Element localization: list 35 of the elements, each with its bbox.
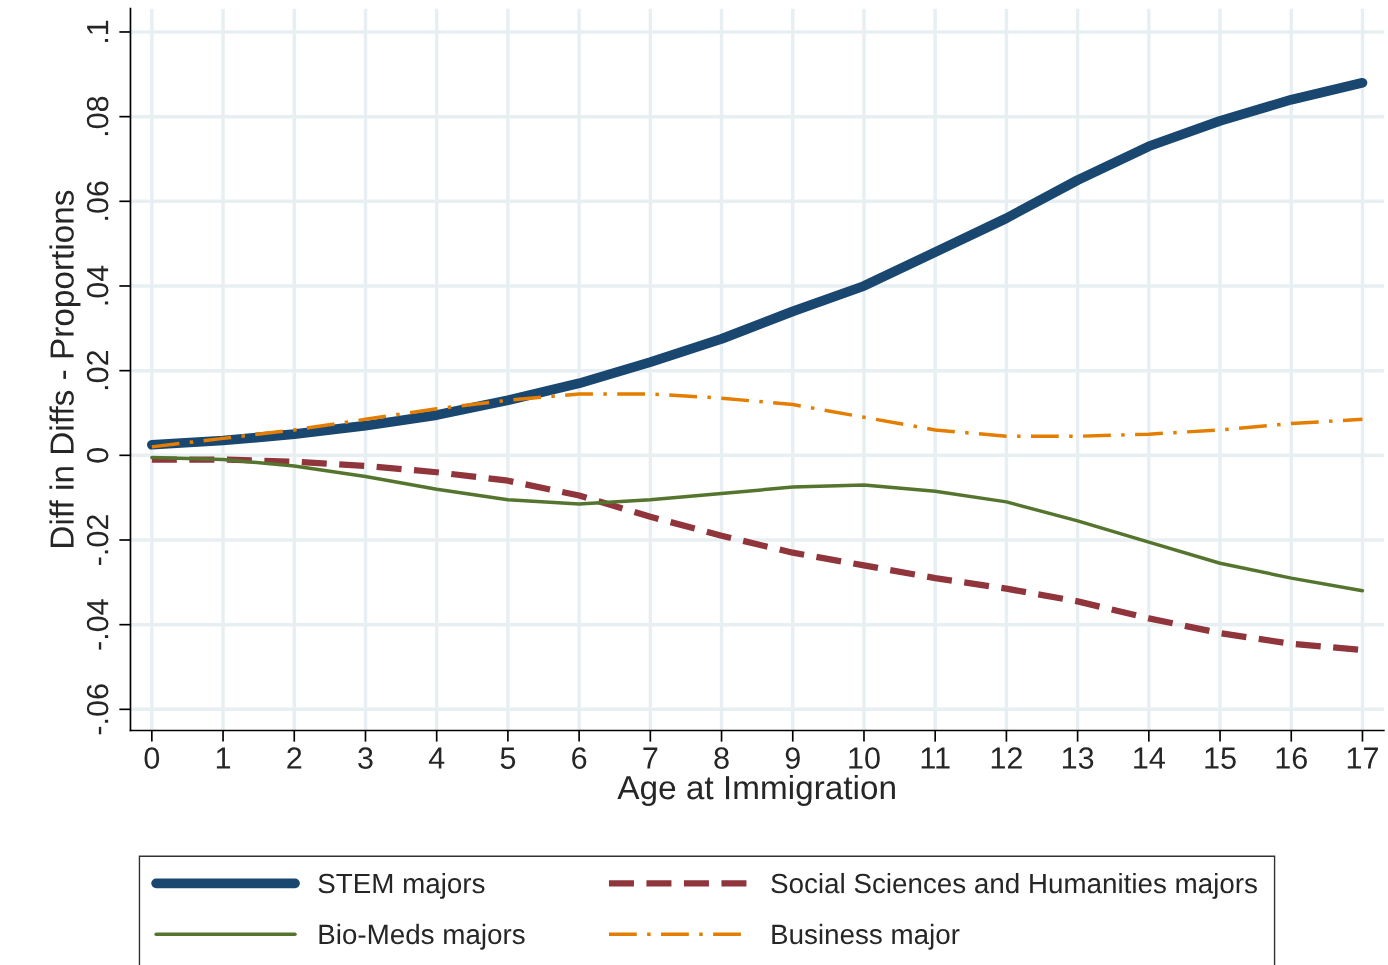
legend-label: Bio-Meds majors [319,923,525,950]
y-tick-label: .06 [86,181,109,220]
legend-label: Social Sciences and Humanities majors [771,872,1257,899]
y-tick-label: -.06 [86,684,109,735]
y-tick-label: .08 [86,96,109,136]
line-series [150,392,1365,449]
x-tick-label: 11 [921,747,950,769]
x-tick-label: 6 [572,747,587,769]
x-tick-label: 12 [991,747,1022,769]
x-tick-label: 7 [643,747,658,769]
x-axis-title: Age at Immigration [617,774,895,807]
x-tick-label: 14 [1134,747,1165,769]
legend-label: STEM majors [318,872,485,899]
x-tick-label: 9 [785,747,800,769]
x-tick-label: 17 [1347,747,1378,769]
x-tick-label: 13 [1062,747,1094,769]
x-tick-label: 16 [1276,747,1307,769]
y-tick-label: .1 [87,20,109,42]
y-tick-label: 0 [86,448,109,463]
line-series [150,455,1365,593]
x-tick-label: 0 [144,747,160,769]
x-tick-label: 15 [1205,747,1236,769]
x-tick-label: 3 [358,747,373,769]
y-tick-label: .02 [86,350,109,390]
x-tick-label: 2 [287,747,302,769]
y-axis-title: Diff in Diffs - Proportions [49,190,81,547]
y-tick-label: -.04 [86,599,109,650]
x-tick-label: 10 [849,747,880,769]
x-tick-label: 4 [428,747,445,769]
y-tick-label: -.02 [86,515,109,565]
y-tick-label: .04 [86,265,109,305]
x-tick-label: 5 [500,747,516,769]
legend-label: Business major [772,923,960,950]
x-tick-label: 1 [216,747,231,769]
x-tick-label: 8 [714,747,729,769]
